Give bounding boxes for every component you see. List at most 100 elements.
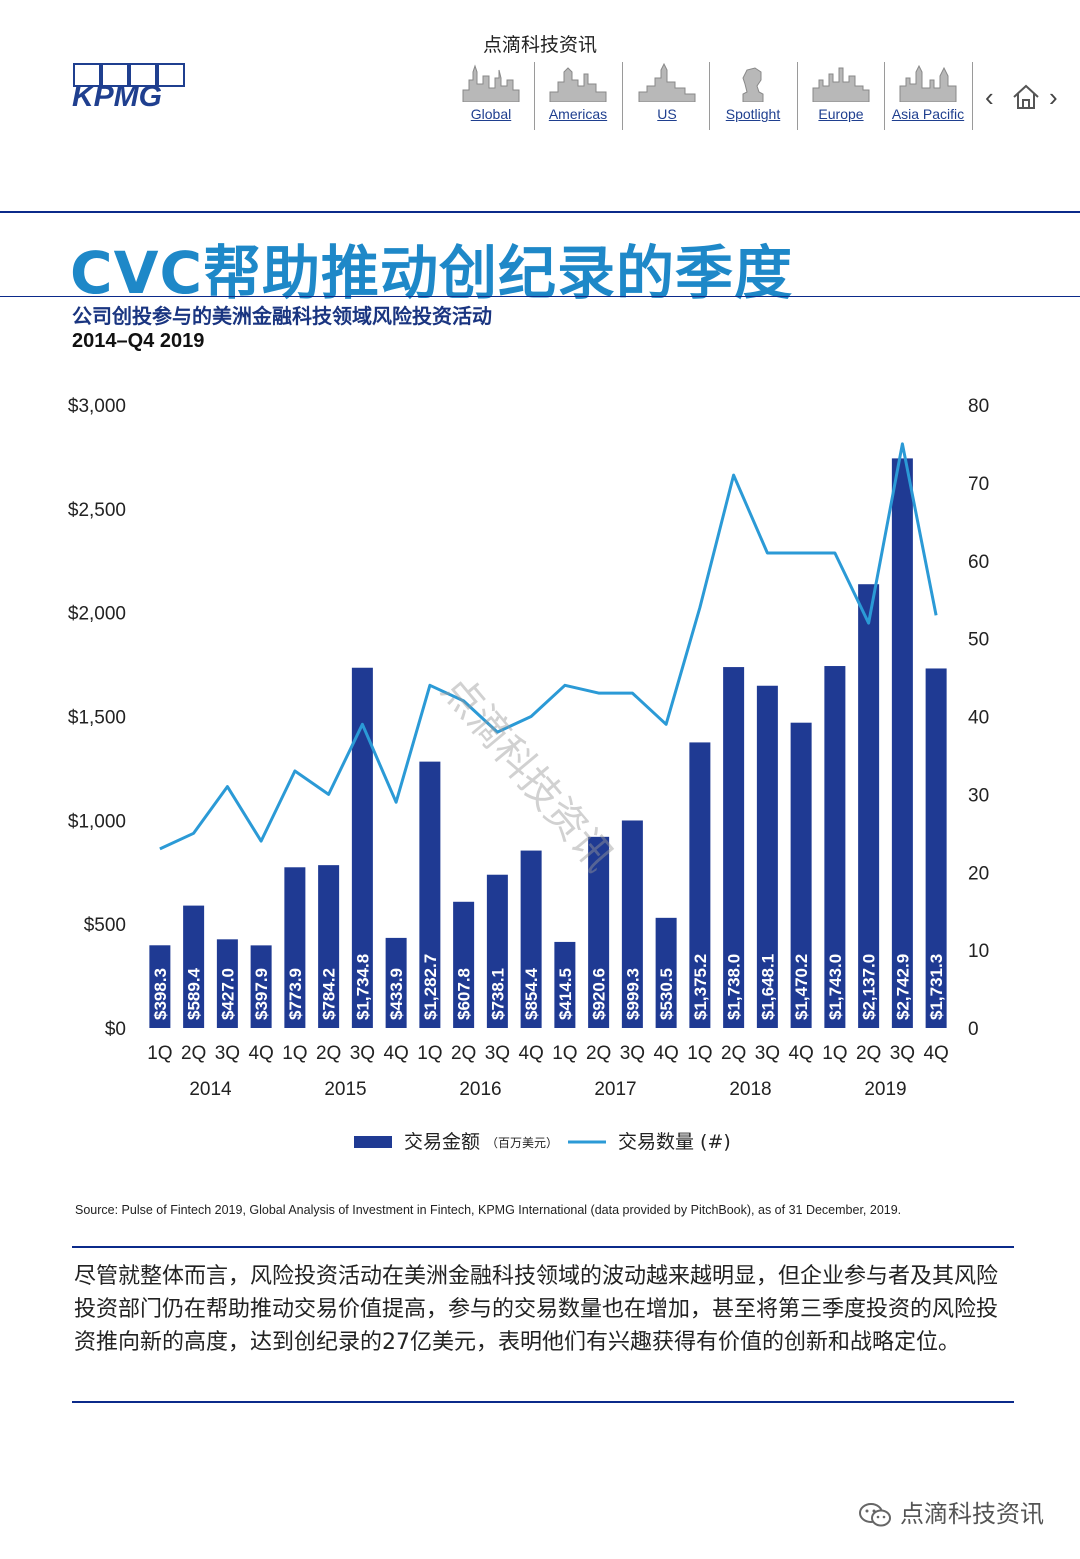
nav-separator [884, 62, 885, 130]
chevron-left-icon[interactable]: ‹ [985, 82, 994, 112]
chart-watermark: 点滴科技资讯 [432, 667, 622, 880]
bar-5 [318, 865, 340, 1028]
nav-label: Asia Pacific [891, 106, 965, 122]
bar-2 [216, 939, 238, 1028]
x-year-label: 2019 [864, 1079, 906, 1100]
asia-pacific-skyline-icon [899, 64, 957, 102]
x-tick-label: 2Q [586, 1043, 611, 1064]
bar-value-label: $1,375.2 [691, 954, 710, 1020]
bar-value-label: $854.4 [522, 967, 541, 1020]
y-right-tick-label: 40 [968, 708, 989, 729]
x-tick-label: 3Q [485, 1043, 510, 1064]
y-left-tick-label: $2,000 [68, 604, 126, 625]
y-right-tick-label: 10 [968, 941, 989, 962]
x-tick-label: 4Q [383, 1043, 408, 1064]
x-year-label: 2017 [594, 1079, 636, 1100]
y-right-tick-label: 60 [968, 552, 989, 573]
nav-item-global[interactable]: Global [448, 62, 534, 132]
nav-label: US [657, 106, 677, 122]
nav-separator [709, 62, 710, 130]
nav-label: Spotlight [725, 106, 781, 122]
x-tick-label: 1Q [822, 1043, 847, 1064]
bar-value-label: $920.6 [590, 968, 609, 1020]
legend-line-label: 交易数量 (#) [618, 1131, 731, 1153]
x-tick-label: 1Q [417, 1043, 442, 1064]
bar-9 [453, 901, 475, 1028]
nav-item-spotlight[interactable]: Spotlight [710, 62, 796, 132]
wechat-icon [859, 1503, 891, 1527]
bar-7 [385, 937, 407, 1028]
bar-16 [689, 742, 711, 1028]
bar-value-label: $999.3 [623, 968, 642, 1020]
x-tick-label: 4Q [923, 1043, 948, 1064]
legend-bar-swatch [354, 1136, 392, 1148]
y-left-tick-label: $1,000 [68, 811, 126, 832]
bar-3 [250, 945, 272, 1028]
nav-label: Global [470, 106, 512, 122]
y-right-tick-label: 0 [968, 1019, 979, 1040]
bar-17 [723, 667, 745, 1028]
y-left-tick-label: $2,500 [68, 500, 126, 521]
x-year-label: 2015 [324, 1079, 366, 1100]
bar-11 [520, 850, 542, 1028]
bar-15 [655, 917, 677, 1028]
y-right-tick-label: 50 [968, 630, 989, 651]
bar-value-label: $398.3 [151, 968, 170, 1020]
bar-value-label: $414.5 [556, 968, 575, 1020]
deal-count-line [159, 442, 938, 851]
bar-value-label: $1,470.2 [792, 954, 811, 1020]
paragraph-rule-top [72, 1246, 1014, 1248]
bar-23 [925, 668, 947, 1028]
x-tick-label: 4Q [788, 1043, 813, 1064]
y-left-tick-label: $1,500 [68, 708, 126, 729]
x-tick-label: 2Q [316, 1043, 341, 1064]
nav-separator [972, 62, 973, 130]
bar-0 [149, 945, 171, 1028]
page-title: CVC帮助推动创纪录的季度 [70, 239, 794, 307]
bar-value-label: $589.4 [185, 967, 204, 1020]
bar-value-label: $1,738.0 [725, 954, 744, 1020]
nav-label: Americas [548, 106, 608, 122]
chevron-right-icon[interactable]: › [1049, 82, 1058, 112]
global-skyline-icon [462, 64, 520, 102]
bar-10 [486, 874, 508, 1028]
source-note: Source: Pulse of Fintech 2019, Global An… [75, 1203, 902, 1217]
x-tick-label: 3Q [890, 1043, 915, 1064]
bar-value-label: $1,731.3 [927, 954, 946, 1020]
chart-subtitle: 公司创投参与的美洲金融科技领域风险投资活动 [72, 304, 492, 328]
bar-value-label: $427.0 [218, 968, 237, 1020]
bar-value-label: $2,742.9 [893, 954, 912, 1020]
nav-item-us[interactable]: US [624, 62, 710, 132]
nav-item-americas[interactable]: Americas [535, 62, 621, 132]
footer-watermark-text: 点滴科技资讯 [900, 1500, 1044, 1528]
nav-label: Europe [818, 106, 864, 122]
home-icon[interactable] [1011, 84, 1041, 110]
x-tick-label: 1Q [687, 1043, 712, 1064]
bar-value-label: $530.5 [657, 968, 676, 1020]
chart-period: 2014–Q4 2019 [72, 330, 205, 352]
bar-value-label: $2,137.0 [860, 954, 879, 1020]
x-tick-label: 3Q [350, 1043, 375, 1064]
bar-1 [183, 905, 205, 1028]
y-right-tick-label: 20 [968, 863, 989, 884]
nav-item-europe[interactable]: Europe [798, 62, 884, 132]
bar-19 [790, 722, 812, 1028]
title-rule [0, 296, 1080, 297]
nav-separator [797, 62, 798, 130]
europe-skyline-icon [812, 67, 870, 102]
summary-paragraph: 尽管就整体而言，风险投资活动在美洲金融科技领域的波动越来越明显，但企业参与者及其… [74, 1264, 999, 1355]
legend-bar-unit: （百万美元） [486, 1136, 558, 1150]
x-year-label: 2014 [189, 1079, 232, 1100]
combo-chart: $0 $500 $1,000 $1,500 $2,000 $2,500 $3,000 0 10 2… [68, 396, 989, 1153]
footer-watermark: 点滴科技资讯 [858, 1494, 1044, 1529]
bar-6 [351, 667, 373, 1028]
bar-value-label: $397.9 [252, 968, 271, 1020]
header-rule [0, 211, 1080, 213]
nav-item-asia-pacific[interactable]: Asia Pacific [885, 62, 971, 132]
bar-18 [756, 685, 778, 1028]
bar-value-label: $607.8 [455, 968, 474, 1020]
brand-text: 点滴科技资讯 [482, 34, 597, 56]
x-year-label: 2016 [459, 1079, 501, 1100]
y-right-tick-label: 30 [968, 785, 989, 806]
x-tick-label: 2Q [721, 1043, 746, 1064]
